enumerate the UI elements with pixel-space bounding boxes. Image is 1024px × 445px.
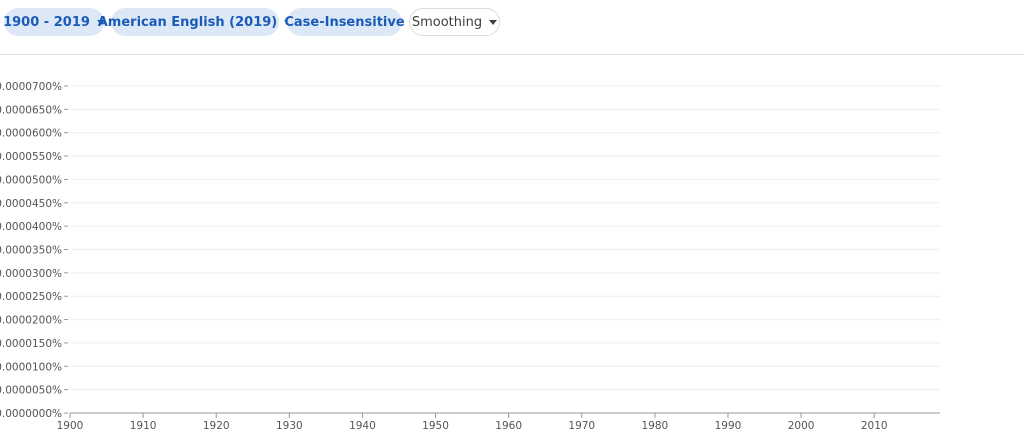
chart-grid [70, 85, 940, 414]
x-tick-label: 1940 [349, 420, 376, 432]
x-tick-label: 2010 [861, 420, 888, 432]
y-tick-label: 0.0000100% [0, 361, 62, 373]
case-insensitive-toggle[interactable]: Case-Insensitive [284, 8, 405, 36]
x-tick-label: 1920 [203, 420, 230, 432]
y-tick-label: 0.0000200% [0, 315, 62, 327]
smoothing-dropdown[interactable]: Smoothing [409, 8, 500, 36]
x-tick-label: 1930 [276, 420, 303, 432]
smoothing-label: Smoothing [411, 14, 483, 30]
x-tick-label: 2000 [788, 420, 815, 432]
corpus-dropdown[interactable]: American English (2019) [98, 8, 293, 36]
case-label: Case-Insensitive [284, 14, 405, 30]
x-tick-label: 1900 [57, 420, 84, 432]
y-tick-label: 0.0000250% [0, 291, 62, 303]
y-tick-label: 0.0000050% [0, 385, 62, 397]
chevron-down-icon [489, 19, 498, 25]
y-tick-label: 0.0000350% [0, 245, 62, 257]
year-range-dropdown[interactable]: 1900 - 2019 [3, 8, 105, 36]
x-tick-label: 1990 [715, 420, 742, 432]
y-tick-label: 0.0000400% [0, 221, 62, 233]
y-tick-label: 0.0000700% [0, 81, 62, 93]
y-axis: 0.0000000% 0.0000050% 0.0000100% 0.0000150%… [0, 81, 68, 420]
x-axis: 1900 1910 1920 1930 1940 1950 1960 1970 1980 1990… [57, 412, 940, 432]
y-tick-label: 0.0000650% [0, 104, 62, 116]
y-tick-label: 0.0000500% [0, 174, 62, 186]
x-tick-label: 1980 [642, 420, 669, 432]
x-tick-label: 1950 [422, 420, 449, 432]
x-tick-label: 1970 [568, 420, 595, 432]
y-tick-label: 0.0000600% [0, 128, 62, 140]
y-tick-label: 0.0000450% [0, 198, 62, 210]
y-tick-label: 0.0000300% [0, 268, 62, 280]
ngram-chart: 0.0000000% 0.0000050% 0.0000100% 0.0000150%… [0, 81, 940, 432]
y-tick-label: 0.0000150% [0, 338, 62, 350]
y-tick-label: 0.0000550% [0, 151, 62, 163]
corpus-label: American English (2019) [97, 14, 278, 30]
y-tick-label: 0.0000000% [0, 408, 62, 420]
toolbar: 1900 - 2019 American English (2019) Case… [0, 0, 1024, 55]
chevron-down-icon [96, 19, 105, 25]
x-tick-label: 1960 [495, 420, 522, 432]
x-tick-label: 1910 [130, 420, 157, 432]
year-range-label: 1900 - 2019 [3, 14, 90, 30]
